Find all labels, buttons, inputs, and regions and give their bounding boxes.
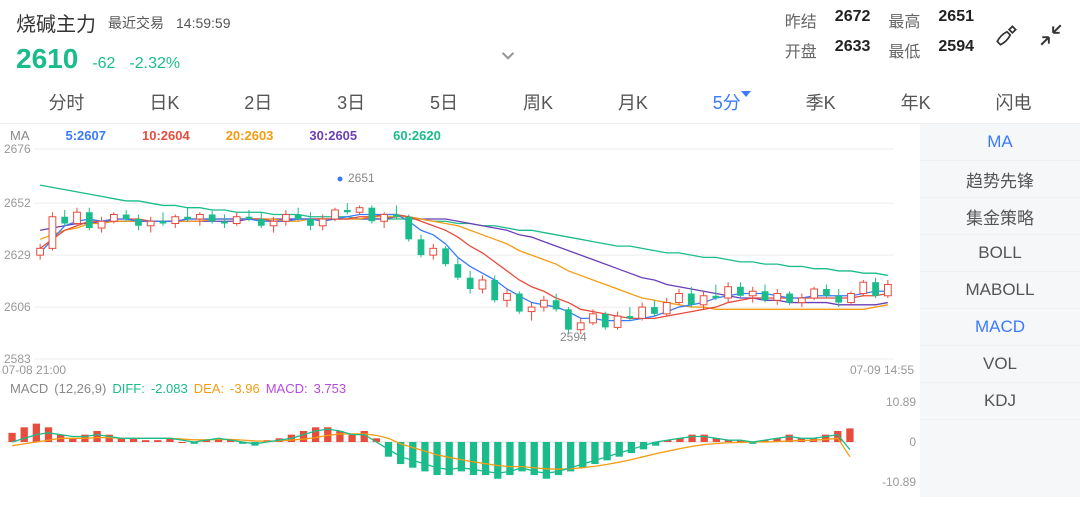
dropdown-caret[interactable] (231, 8, 785, 68)
high-label: 最高 (888, 8, 920, 32)
macd-chart[interactable]: 10.89 0 -10.89 (0, 398, 920, 486)
change-percent: -2.32% (129, 55, 180, 73)
timeframe-tab[interactable]: 2日 (244, 89, 272, 115)
macd-y-tick: -10.89 (882, 475, 916, 489)
y-axis-tick: 2606 (4, 300, 31, 314)
prev-close-label: 昨结 (785, 8, 817, 32)
low-value: 2594 (938, 38, 974, 62)
indicator-item[interactable]: VOL (920, 346, 1080, 383)
indicator-item[interactable]: MABOLL (920, 272, 1080, 309)
recent-trade-time: 14:59:59 (176, 15, 231, 31)
timeframe-tab[interactable]: 周K (523, 89, 553, 115)
timeframe-tabs: 分时 日K 2日 3日 5日 周K 月K 5分 季K 年K 闪电 (0, 79, 1080, 124)
timeframe-tab[interactable]: 日K (149, 89, 179, 115)
dea-value: -3.96 (230, 381, 260, 396)
indicator-item[interactable]: 集金策略 (920, 198, 1080, 235)
ma-legend-item: 60:2620 (393, 128, 441, 143)
macd-y-tick: 10.89 (886, 395, 916, 409)
compress-icon (1038, 22, 1064, 48)
timeframe-tab[interactable]: 5分 (713, 89, 741, 115)
timeframe-tab[interactable]: 闪电 (995, 89, 1031, 115)
macd-hist-label: MACD: (266, 381, 308, 396)
macd-label: MACD (10, 381, 48, 396)
macd-hist-value: 3.753 (314, 381, 347, 396)
indicator-item[interactable]: 趋势先锋 (920, 161, 1080, 198)
main: MA 5:2607 10:2604 20:2603 30:2605 60:2620 26… (0, 124, 1080, 497)
ma-legend-label: MA (10, 128, 30, 143)
instrument-title: 烧碱主力 (16, 8, 96, 37)
macd-legend: MACD (12,26,9) DIFF: -2.083 DEA: -3.96 M… (0, 377, 920, 398)
price-chart[interactable]: 2676265226292606258307-08 21:0007-09 14:… (0, 145, 920, 363)
x-axis-label-right: 07-09 14:55 (850, 363, 914, 377)
ma-legend-item: 20:2603 (226, 128, 274, 143)
macd-y-tick: 0 (909, 435, 916, 449)
indicator-item[interactable]: MA (920, 124, 1080, 161)
high-value: 2651 (938, 8, 974, 32)
prev-close-value: 2672 (835, 8, 871, 32)
pencil-icon (994, 22, 1020, 48)
ma-legend-item: 30:2605 (309, 128, 357, 143)
draw-button[interactable] (994, 22, 1020, 53)
chart-column: MA 5:2607 10:2604 20:2603 30:2605 60:2620 26… (0, 124, 920, 497)
timeframe-tab[interactable]: 5日 (430, 89, 458, 115)
chevron-down-icon (495, 42, 521, 68)
ma-legend-item: 10:2604 (142, 128, 190, 143)
quote-stats: 昨结 2672 最高 2651 开盘 2633 最低 2594 (785, 8, 974, 62)
low-annotation: 2594 (560, 330, 587, 344)
indicator-item[interactable]: KDJ (920, 383, 1080, 420)
x-axis-label-left: 07-08 21:00 (2, 363, 66, 377)
last-price: 2610 (16, 43, 78, 75)
y-axis-tick: 2629 (4, 248, 31, 262)
indicator-item[interactable]: MACD (920, 309, 1080, 346)
header-left: 烧碱主力 最近交易 14:59:59 2610 -62 -2.32% (16, 8, 231, 75)
header-actions (994, 8, 1064, 53)
ma-legend: MA 5:2607 10:2604 20:2603 30:2605 60:2620 (0, 124, 920, 145)
timeframe-tab[interactable]: 年K (901, 89, 931, 115)
timeframe-tab[interactable]: 分时 (48, 89, 84, 115)
indicator-item[interactable]: BOLL (920, 235, 1080, 272)
timeframe-tab[interactable]: 3日 (337, 89, 365, 115)
ma-legend-item: 5:2607 (66, 128, 106, 143)
diff-value: -2.083 (151, 381, 188, 396)
indicator-sidebar: MA趋势先锋集金策略BOLLMABOLLMACDVOLKDJ (920, 124, 1080, 497)
open-value: 2633 (835, 38, 871, 62)
recent-trade-label: 最近交易 (108, 13, 164, 33)
macd-params: (12,26,9) (54, 381, 106, 396)
low-label: 最低 (888, 38, 920, 62)
diff-label: DIFF: (112, 381, 145, 396)
fullscreen-exit-button[interactable] (1038, 22, 1064, 53)
dea-label: DEA: (194, 381, 224, 396)
y-axis-tick: 2652 (4, 196, 31, 210)
high-annotation: 2651 (348, 171, 375, 185)
header: 烧碱主力 最近交易 14:59:59 2610 -62 -2.32% 昨结 26… (0, 0, 1080, 79)
change-absolute: -62 (92, 55, 115, 73)
timeframe-tab[interactable]: 月K (618, 89, 648, 115)
open-label: 开盘 (785, 38, 817, 62)
y-axis-tick: 2676 (4, 142, 31, 156)
timeframe-tab[interactable]: 季K (806, 89, 836, 115)
